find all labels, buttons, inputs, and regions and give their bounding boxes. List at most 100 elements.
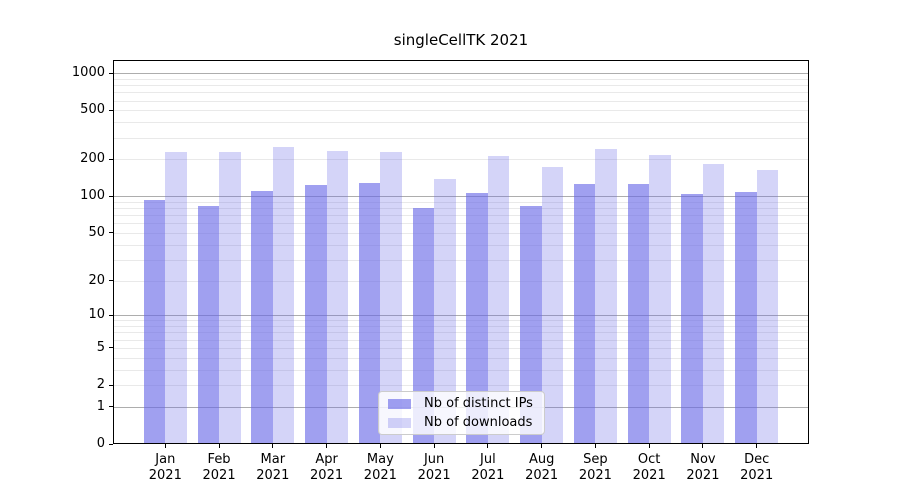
- bar-distinct-ips: [251, 191, 273, 444]
- x-tick-mark: [702, 444, 704, 448]
- gridline-minor: [113, 369, 809, 371]
- y-tick-label: 0: [96, 436, 105, 451]
- x-tick-mark: [594, 444, 596, 448]
- bar-distinct-ips: [520, 205, 542, 444]
- gridline-minor: [113, 326, 809, 328]
- x-tick-label: May 2021: [363, 452, 397, 483]
- x-tick-label: Feb 2021: [202, 452, 236, 483]
- y-tick-mark: [109, 406, 113, 408]
- bar-distinct-ips: [412, 208, 435, 444]
- gridline-minor: [113, 280, 809, 282]
- y-tick-mark: [109, 384, 113, 386]
- bar-downloads: [272, 146, 295, 444]
- gridline-minor: [113, 339, 809, 341]
- gridline-major: [113, 315, 809, 317]
- bar-downloads: [595, 148, 617, 444]
- gridline-major: [113, 73, 809, 75]
- bar-distinct-ips: [305, 185, 327, 444]
- x-tick-mark: [326, 444, 328, 448]
- x-tick-mark: [379, 444, 381, 448]
- y-tick-label: 2: [96, 377, 105, 393]
- y-tick-mark: [109, 314, 113, 316]
- y-tick-mark: [109, 347, 113, 349]
- gridline-minor: [113, 159, 809, 161]
- y-tick-label: 50: [88, 224, 105, 240]
- gridline-minor: [113, 201, 809, 203]
- bar-distinct-ips: [573, 184, 596, 444]
- x-tick-label: Oct 2021: [632, 452, 666, 483]
- y-tick-label: 1: [96, 398, 105, 414]
- x-tick-mark: [541, 444, 543, 448]
- bar-distinct-ips: [681, 193, 703, 444]
- gridline-minor: [113, 100, 809, 102]
- bar-downloads: [756, 169, 779, 444]
- gridline-minor: [113, 137, 809, 139]
- x-tick-label: Jan 2021: [148, 452, 182, 483]
- bar-downloads: [702, 164, 725, 444]
- y-tick-label: 5: [96, 339, 105, 355]
- legend-item: Nb of downloads: [388, 415, 535, 431]
- bar-distinct-ips: [627, 183, 650, 444]
- gridline-minor: [113, 232, 809, 234]
- gridline-minor: [113, 78, 809, 80]
- gridline-minor: [113, 208, 809, 210]
- gridline-minor: [113, 215, 809, 217]
- y-tick-label: 10: [88, 307, 105, 323]
- legend-item: Nb of distinct IPs: [388, 396, 535, 412]
- bar-downloads: [487, 156, 510, 444]
- x-tick-label: Apr 2021: [310, 452, 344, 483]
- gridline-minor: [113, 223, 809, 225]
- gridline-minor: [113, 244, 809, 246]
- y-tick-mark: [109, 72, 113, 74]
- y-tick-label: 1000: [71, 65, 105, 81]
- x-tick-label: Aug 2021: [525, 452, 559, 483]
- legend-swatch: [388, 417, 411, 428]
- gridline-major: [113, 196, 809, 198]
- gridline-minor: [113, 92, 809, 94]
- x-tick-label: Nov 2021: [686, 452, 720, 483]
- x-tick-label: Mar 2021: [256, 452, 290, 483]
- x-tick-mark: [648, 444, 650, 448]
- gridline-minor: [113, 332, 809, 334]
- x-tick-mark: [487, 444, 489, 448]
- bar-downloads: [541, 166, 564, 444]
- y-tick-label: 500: [80, 102, 105, 118]
- legend-label: Nb of downloads: [424, 414, 533, 430]
- plot-area: [113, 60, 809, 444]
- gridline-minor: [113, 122, 809, 124]
- gridline-minor: [113, 110, 809, 112]
- y-tick-label: 200: [80, 151, 105, 167]
- bar-distinct-ips: [466, 192, 488, 444]
- x-tick-label: Jul 2021: [471, 452, 505, 483]
- x-tick-mark: [218, 444, 220, 448]
- gridline-minor: [113, 320, 809, 322]
- bar-downloads: [434, 179, 456, 444]
- y-tick-mark: [109, 232, 113, 234]
- bar-distinct-ips: [358, 182, 381, 444]
- bar-downloads: [649, 155, 671, 444]
- bar-distinct-ips: [143, 199, 166, 444]
- x-tick-label: Dec 2021: [740, 452, 774, 483]
- y-tick-mark: [109, 280, 113, 282]
- y-tick-mark: [109, 443, 113, 445]
- gridline-minor: [113, 259, 809, 261]
- gridline-minor: [113, 385, 809, 387]
- x-tick-label: Jun 2021: [417, 452, 451, 483]
- x-tick-mark: [272, 444, 274, 448]
- bar-downloads: [219, 151, 241, 444]
- bar-downloads: [380, 152, 402, 444]
- legend-label: Nb of distinct IPs: [424, 395, 533, 411]
- y-tick-mark: [109, 195, 113, 197]
- y-tick-mark: [109, 158, 113, 160]
- x-tick-label: Sep 2021: [578, 452, 612, 483]
- gridline-minor: [113, 357, 809, 359]
- y-tick-mark: [109, 109, 113, 111]
- x-tick-mark: [433, 444, 435, 448]
- y-tick-label: 100: [80, 188, 105, 204]
- bar-distinct-ips: [197, 205, 220, 444]
- bar-downloads: [326, 150, 349, 444]
- gridline-minor: [113, 85, 809, 87]
- x-tick-mark: [164, 444, 166, 448]
- legend-swatch: [388, 398, 411, 409]
